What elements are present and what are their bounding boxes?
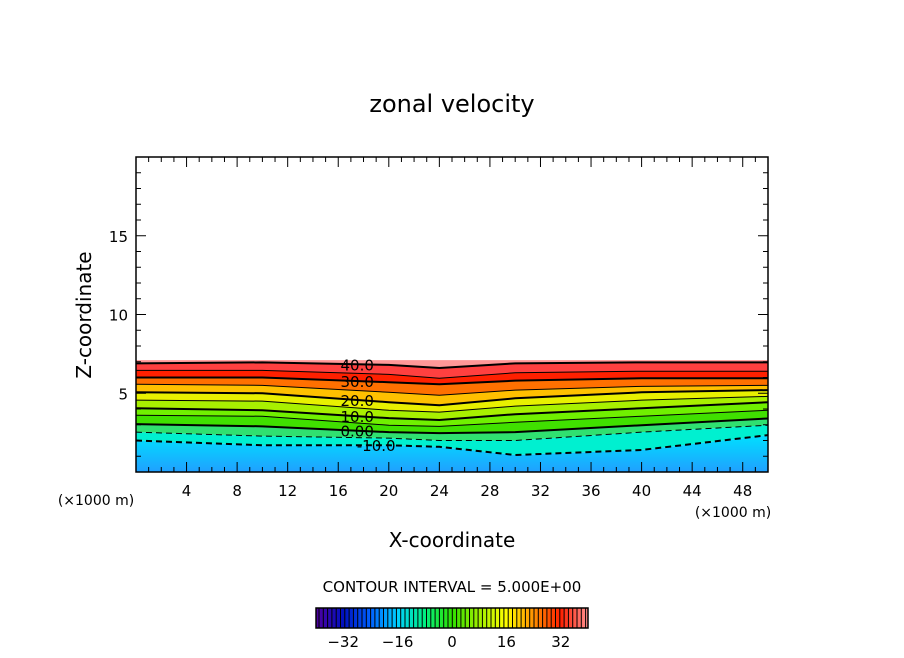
x-tick-label: 44 bbox=[683, 482, 702, 500]
x-unit-label-left: (×1000 m) bbox=[58, 493, 134, 509]
contour-line-10 bbox=[135, 401, 769, 422]
band-35 bbox=[136, 362, 768, 379]
y-tick-label: 5 bbox=[118, 385, 128, 403]
band-25 bbox=[136, 377, 768, 396]
colorbar-tick-label: 32 bbox=[551, 633, 570, 651]
band-below bbox=[136, 435, 768, 472]
x-tick-label: 12 bbox=[278, 482, 297, 500]
contour-label: 40.0 bbox=[340, 356, 373, 374]
contour-line--10 bbox=[135, 434, 769, 456]
contour-line--5 bbox=[135, 424, 769, 441]
band-10 bbox=[136, 396, 768, 421]
colorbar: −32 −16 0 16 32 bbox=[315, 607, 589, 651]
contour-label: 20.0 bbox=[340, 392, 373, 410]
contour-line-25 bbox=[135, 383, 769, 396]
contour-line-35 bbox=[136, 369, 768, 379]
x-tick-label: 36 bbox=[581, 482, 600, 500]
chart-title: zonal velocity bbox=[369, 90, 534, 118]
contour-label: -10.0 bbox=[357, 437, 396, 455]
band-30 bbox=[136, 370, 768, 385]
y-axis-label: Z-coordinate bbox=[72, 251, 96, 378]
x-tick-label: 40 bbox=[632, 482, 651, 500]
contour-label: 10.0 bbox=[340, 408, 373, 426]
contour-line-0 bbox=[135, 417, 769, 435]
x-tick-label: 20 bbox=[379, 482, 398, 500]
colorbar-tick-label: 0 bbox=[447, 633, 457, 651]
x-unit-label-right: (×1000 m) bbox=[695, 505, 771, 521]
contour-line-40 bbox=[135, 361, 768, 370]
colorbar-tick-label: −32 bbox=[327, 633, 359, 651]
band-5 bbox=[136, 402, 768, 427]
x-axis-label: X-coordinate bbox=[389, 528, 516, 552]
x-tick-label: 16 bbox=[329, 482, 348, 500]
contour-label: 0.00 bbox=[340, 423, 373, 441]
y-tick-label: 10 bbox=[109, 307, 128, 325]
band--5 bbox=[136, 418, 768, 441]
contour-line-20 bbox=[135, 389, 769, 407]
y-tick-label: 15 bbox=[109, 228, 128, 246]
x-tick-label: 32 bbox=[531, 482, 550, 500]
contour-label: 30.0 bbox=[340, 373, 373, 391]
contour-interval-label: CONTOUR INTERVAL = 5.000E+00 bbox=[323, 578, 582, 596]
contour-line-5 bbox=[135, 409, 769, 427]
x-tick-label: 48 bbox=[733, 482, 752, 500]
colorbar-tick-label: −16 bbox=[382, 633, 414, 651]
contour-line-15 bbox=[135, 395, 769, 413]
x-tick-label: 8 bbox=[232, 482, 242, 500]
colorbar-tick-label: 16 bbox=[497, 633, 516, 651]
contour-line-30 bbox=[136, 376, 768, 386]
band--10 bbox=[136, 425, 768, 455]
x-tick-label: 4 bbox=[182, 482, 192, 500]
x-tick-label: 28 bbox=[480, 482, 499, 500]
x-tick-label: 24 bbox=[430, 482, 449, 500]
